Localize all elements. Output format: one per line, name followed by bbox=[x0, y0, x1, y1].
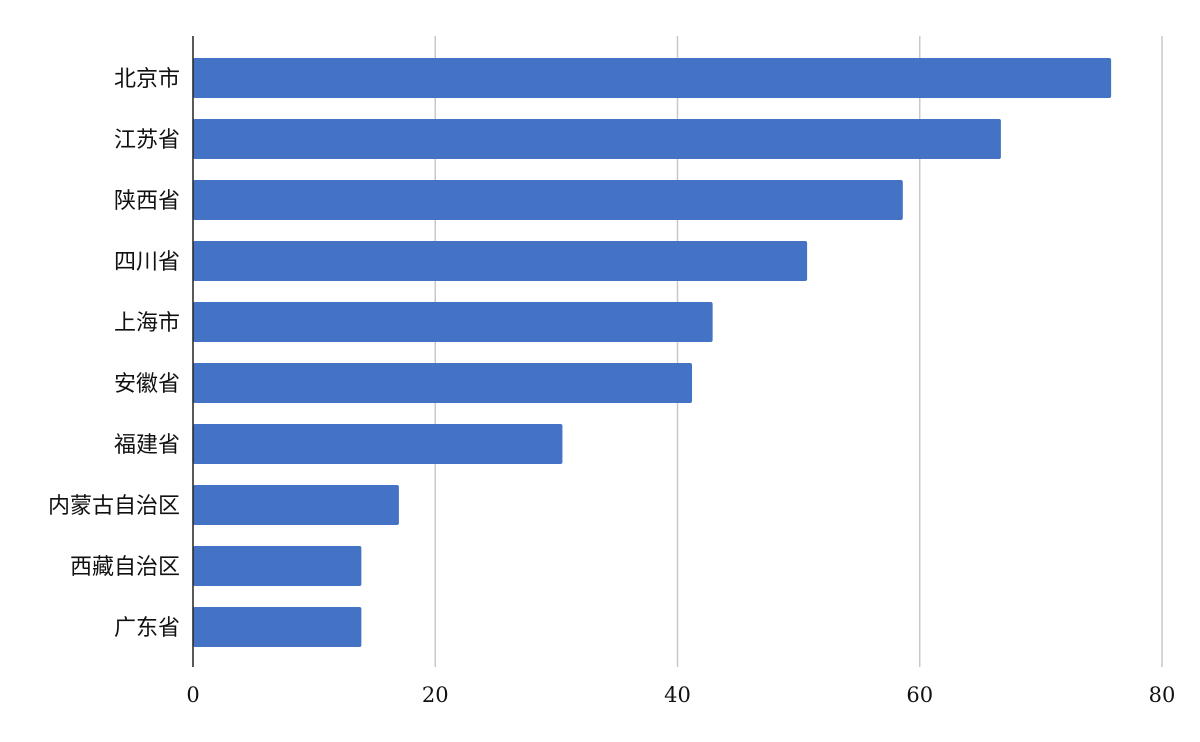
category-label: 四川省 bbox=[114, 250, 180, 275]
bar bbox=[193, 58, 1112, 98]
x-tick-label: 80 bbox=[1149, 683, 1176, 707]
x-tick-label: 40 bbox=[664, 683, 691, 707]
category-label: 安徽省 bbox=[114, 372, 180, 397]
category-label: 福建省 bbox=[114, 433, 180, 458]
bar bbox=[193, 485, 399, 525]
category-label: 西藏自治区 bbox=[70, 555, 180, 580]
bar bbox=[193, 607, 362, 647]
category-label: 上海市 bbox=[114, 311, 180, 336]
category-label: 内蒙古自治区 bbox=[48, 494, 180, 519]
x-tick-label: 0 bbox=[186, 683, 199, 707]
bar bbox=[193, 546, 362, 586]
bar bbox=[193, 241, 808, 281]
category-label: 江苏省 bbox=[114, 128, 180, 153]
x-tick-label: 20 bbox=[422, 683, 449, 707]
x-tick-label: 60 bbox=[906, 683, 933, 707]
x-tick-labels: 0 20 40 60 80 bbox=[186, 683, 1175, 707]
bar bbox=[193, 363, 693, 403]
category-label: 广东省 bbox=[114, 616, 180, 641]
bar bbox=[193, 424, 563, 464]
bar bbox=[193, 302, 713, 342]
category-label: 北京市 bbox=[114, 67, 180, 92]
bar bbox=[193, 119, 1001, 159]
bars bbox=[193, 58, 1112, 647]
bar bbox=[193, 180, 903, 220]
category-label: 陕西省 bbox=[114, 189, 180, 214]
